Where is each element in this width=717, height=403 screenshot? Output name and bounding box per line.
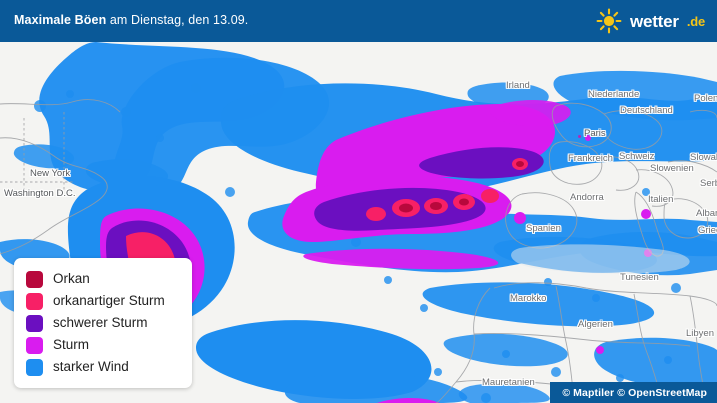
legend-item-schwerer-sturm: schwerer Sturm [26,312,180,334]
map-attribution[interactable]: © Maptiler © OpenStreetMap [550,382,717,403]
legend-swatch-starker-wind [26,358,43,376]
header-bar: Maximale Böen am Dienstag, den 13.09. [0,0,717,42]
legend-item-sturm: Sturm [26,334,180,356]
logo-suffix: .de [686,13,705,29]
legend-swatch-sturm [26,336,43,354]
page-title-rest: am Dienstag, den 13.09. [106,13,249,27]
legend-swatch-orkan [26,270,43,288]
legend-label-orkan: Orkan [53,271,90,287]
legend-swatch-schwerer-sturm [26,314,43,332]
page-title-bold: Maximale Böen [14,13,107,27]
legend-swatch-orkanartiger-sturm [26,292,43,310]
wind-legend: Orkan orkanartiger Sturm schwerer Sturm … [14,258,192,388]
legend-label-sturm: Sturm [53,337,90,353]
brand-logo[interactable]: wetter .de [596,7,705,35]
legend-label-schwerer-sturm: schwerer Sturm [53,315,148,331]
paris-city-dot [578,135,581,138]
legend-label-orkanartiger-sturm: orkanartiger Sturm [53,293,165,309]
legend-label-starker-wind: starker Wind [53,359,129,375]
logo-text: wetter [629,11,679,31]
legend-item-starker-wind: starker Wind [26,356,180,378]
attribution-text: © Maptiler © OpenStreetMap [562,386,707,399]
legend-item-orkan: Orkan [26,268,180,290]
page-title: Maximale Böen am Dienstag, den 13.09. [14,13,248,27]
legend-item-orkanartiger-sturm: orkanartiger Sturm [26,290,180,312]
sun-icon [596,8,622,34]
